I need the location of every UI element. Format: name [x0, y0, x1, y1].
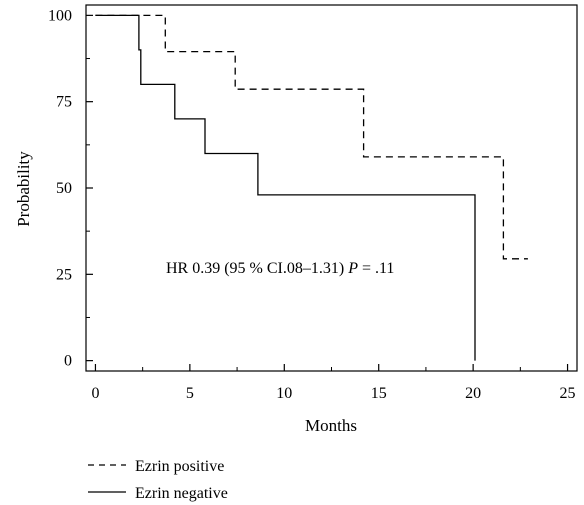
- legend: Ezrin positive Ezrin negative: [88, 458, 228, 502]
- y-axis-title: Probability: [14, 151, 33, 227]
- y-tick-label: 100: [48, 7, 72, 24]
- x-tick-label: 20: [465, 385, 481, 402]
- y-tick-label: 50: [56, 180, 72, 197]
- legend-label-ezrin-positive: Ezrin positive: [135, 458, 224, 475]
- x-axis-title: Months: [305, 416, 357, 435]
- x-tick-label: 15: [371, 385, 387, 402]
- annotation-suffix: = .11: [358, 260, 394, 277]
- y-axis-ticks: 0 25 50 75 100: [48, 7, 93, 370]
- legend-label-ezrin-negative: Ezrin negative: [135, 485, 228, 502]
- y-tick-label: 25: [56, 266, 72, 283]
- x-axis-ticks: 0 5 10 15 20 25: [91, 364, 576, 402]
- x-tick-label: 5: [186, 385, 194, 402]
- series-line-ezrin-positive: [95, 14, 528, 260]
- series-line-ezrin-negative: [95, 14, 476, 361]
- series-layer: [95, 14, 528, 361]
- y-tick-label: 0: [64, 353, 72, 370]
- annotation-p-symbol: P: [347, 260, 358, 277]
- y-tick-label: 75: [56, 94, 72, 111]
- x-tick-label: 25: [560, 385, 576, 402]
- x-tick-label: 10: [276, 385, 292, 402]
- x-tick-label: 0: [91, 385, 99, 402]
- hazard-ratio-annotation: HR 0.39 (95 % CI.08–1.31) P = .11: [166, 260, 394, 277]
- annotation-prefix: HR 0.39 (95 % CI.08–1.31): [166, 260, 348, 277]
